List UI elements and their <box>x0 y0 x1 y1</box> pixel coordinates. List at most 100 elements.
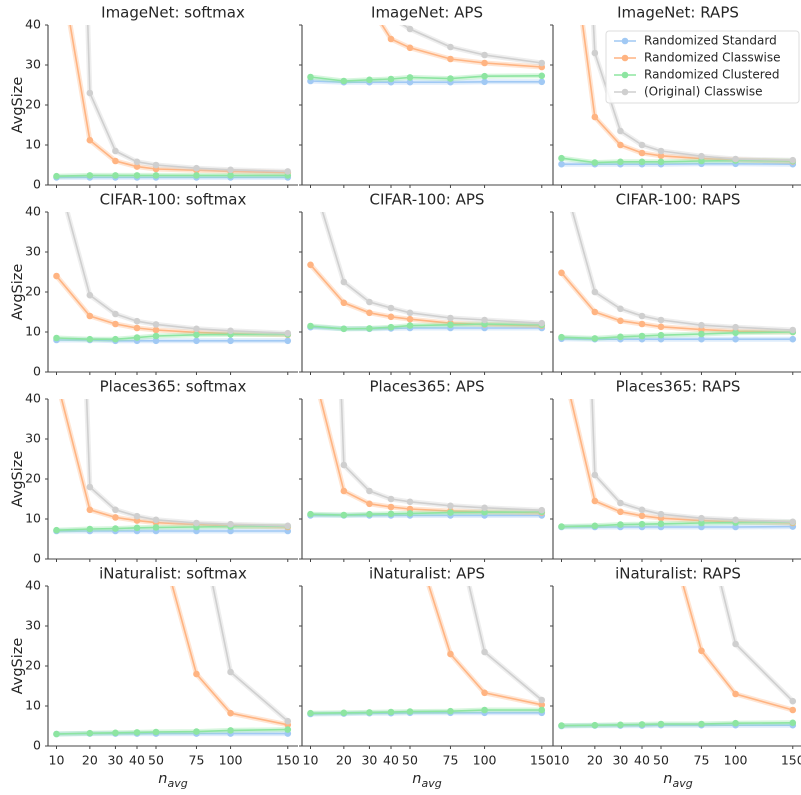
data-point <box>657 158 665 166</box>
data-point <box>447 43 454 51</box>
data-point <box>366 298 373 306</box>
data-point <box>133 163 141 170</box>
data-point <box>133 512 141 520</box>
legend: Randomized Standard Randomized Classwise R… <box>605 30 800 104</box>
data-point <box>53 272 60 280</box>
panel-title: Places365: APS <box>370 378 485 396</box>
data-point <box>558 722 565 729</box>
data-point <box>366 76 373 84</box>
data-point <box>388 143 395 150</box>
data-point <box>366 263 373 270</box>
y-tick-label: 20 <box>25 284 41 299</box>
data-point <box>406 322 414 329</box>
series-line <box>310 323 542 330</box>
plot-area <box>558 356 797 531</box>
data-point <box>698 647 705 655</box>
series-band <box>169 586 289 728</box>
data-point <box>698 514 705 522</box>
data-point <box>658 503 665 510</box>
data-point <box>732 719 739 727</box>
y-tick-label: 0 <box>33 738 41 753</box>
data-point <box>86 312 94 320</box>
data-point <box>698 519 705 527</box>
data-point <box>558 333 565 341</box>
y-tick-label: 20 <box>25 471 41 486</box>
data-point <box>53 334 60 342</box>
data-point <box>447 707 454 715</box>
data-point <box>86 729 94 737</box>
data-point <box>307 709 314 717</box>
panel: iNaturalist: APS 10 20 30 40 50 75 100 150 navg <box>299 143 554 790</box>
data-point <box>732 690 739 698</box>
data-point <box>193 325 200 333</box>
series-line <box>581 25 793 163</box>
data-point <box>152 516 160 524</box>
data-point <box>538 72 546 80</box>
panel: ImageNet: RAPS Randomized StandardRandomi… <box>550 4 801 188</box>
data-point <box>284 717 292 725</box>
data-point <box>133 172 141 179</box>
data-point <box>366 500 373 508</box>
data-point <box>284 522 292 530</box>
data-point <box>789 697 797 705</box>
data-point <box>657 331 665 339</box>
data-point <box>152 321 160 328</box>
data-point <box>638 141 646 149</box>
data-point <box>366 325 373 332</box>
data-point <box>307 169 314 176</box>
data-point <box>406 44 414 52</box>
data-point <box>307 73 314 81</box>
data-point <box>657 147 665 155</box>
data-point <box>638 158 646 166</box>
series-line <box>570 399 793 524</box>
data-point <box>638 320 646 328</box>
data-point <box>193 519 200 527</box>
panel-title: ImageNet: RAPS <box>617 4 739 22</box>
series-line <box>571 212 793 331</box>
series-line <box>56 525 288 531</box>
data-point <box>638 520 646 528</box>
data-point <box>698 157 705 165</box>
data-point <box>481 504 488 512</box>
data-point <box>617 508 624 516</box>
data-point <box>481 78 488 86</box>
panel-title: CIFAR-100: RAPS <box>616 191 741 209</box>
series-line <box>340 399 542 511</box>
data-point <box>789 518 797 526</box>
series-band <box>718 586 795 703</box>
data-point <box>698 335 705 343</box>
data-point <box>481 51 488 59</box>
panel: CIFAR-100: softmax 0 10 20 30 40 AvgSize <box>10 191 298 379</box>
data-point <box>789 335 797 343</box>
series-line <box>561 157 793 164</box>
data-point <box>133 334 141 341</box>
series-line <box>321 212 542 324</box>
data-point <box>86 172 94 179</box>
data-point <box>86 483 94 491</box>
data-point <box>591 522 599 530</box>
data-point <box>366 309 373 317</box>
plot-area <box>307 399 546 519</box>
data-point <box>732 155 739 163</box>
data-point <box>558 356 565 363</box>
series-line <box>171 586 288 726</box>
y-tick-label: 0 <box>33 364 41 379</box>
data-point <box>657 520 665 528</box>
data-point <box>617 333 624 341</box>
data-point <box>591 335 599 342</box>
legend-label: Randomized Classwise <box>644 51 780 65</box>
data-point <box>638 721 646 728</box>
data-point <box>193 728 200 735</box>
x-tick-label: 20 <box>336 753 352 768</box>
data-point <box>387 708 395 716</box>
plot-area <box>558 25 797 168</box>
x-tick-label: 30 <box>107 753 123 768</box>
series-line <box>56 333 288 340</box>
data-point <box>340 278 348 286</box>
data-point <box>340 487 348 495</box>
plot-area <box>53 443 292 738</box>
data-point <box>284 168 292 175</box>
data-point <box>134 443 141 450</box>
data-point <box>193 670 200 678</box>
